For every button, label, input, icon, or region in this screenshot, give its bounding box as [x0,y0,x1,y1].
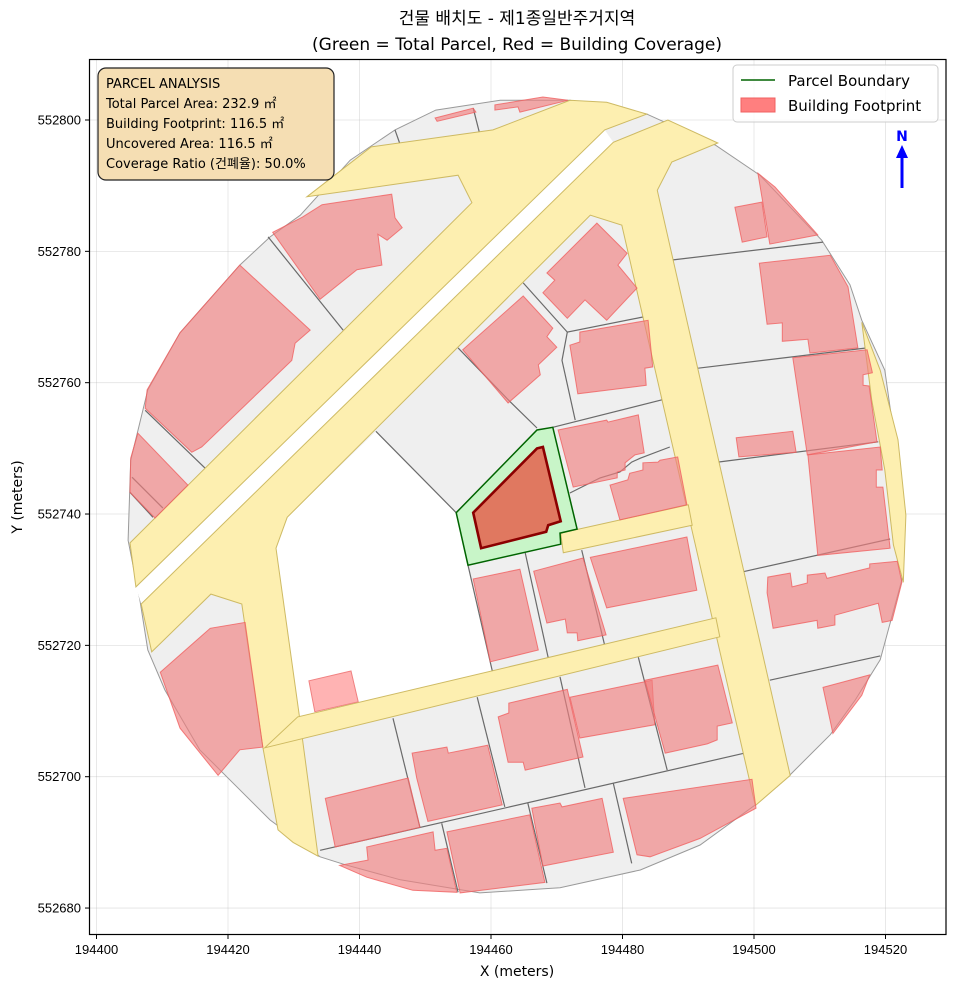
parcel-line [441,823,459,893]
parcel-analysis-box: PARCEL ANALYSIS Total Parcel Area: 232.9… [97,67,335,181]
parcel-line [476,697,506,808]
info-uncovered-area: Uncovered Area: 116.5 ㎡ [106,137,273,152]
x-axis-label: X (meters) [480,964,554,980]
empty-area [135,129,614,604]
y-tick-label: 552720 [38,638,81,653]
title-line-1: 건물 배치도 - 제1종일반주거지역 [399,9,635,29]
building-footprint [338,831,458,893]
building-footprint [271,193,403,301]
x-tick-label: 194400 [75,942,118,957]
parcel-line [524,552,549,658]
north-arrow-head-icon [896,145,908,158]
building-footprint [792,349,878,456]
title-line-2: (Green = Total Parcel, Red = Building Co… [312,35,722,55]
building-footprint [734,201,768,243]
x-tick-label: 194520 [864,942,907,957]
building-footprint [494,96,569,113]
building-footprint [622,778,757,858]
building-footprint [735,430,797,458]
building-footprint [757,171,819,245]
y-axis-ticks: 552680 552700 552720 552740 552760 552780 5528… [38,113,90,916]
info-building-footprint: Building Footprint: 116.5 ㎡ [106,117,284,132]
info-total-parcel-area: Total Parcel Area: 232.9 ㎡ [105,97,276,112]
building-footprint [542,222,638,322]
empty-area [276,431,493,719]
parcel-line [144,409,206,469]
north-label: N [896,129,908,145]
building-footprint [807,446,891,556]
building-footprint [644,664,733,754]
parcel-line [267,236,344,331]
building-footprint [533,557,607,642]
y-axis-label: Y (meters) [10,460,26,534]
building-footprint [569,679,656,739]
x-tick-label: 194460 [469,942,512,957]
y-tick-label: 552680 [38,901,81,916]
x-tick-label: 194420 [206,942,249,957]
building-footprint [822,674,871,735]
building-footprint [497,688,584,771]
y-tick-label: 552800 [38,113,81,128]
parcel-line [561,331,576,421]
x-tick-label: 194480 [601,942,644,957]
building-footprint [144,264,311,453]
building-footprint [462,295,558,404]
parcel-line [612,783,633,864]
info-heading: PARCEL ANALYSIS [106,77,220,92]
building-footprint [446,814,546,894]
parcel-line [552,399,663,428]
x-tick-label: 194500 [732,942,775,957]
map-area [127,96,907,894]
building-footprint [589,536,698,609]
building-footprint [324,777,421,848]
building-footprint [472,568,539,663]
building-footprint [569,319,654,395]
north-arrow: N [896,129,908,188]
building-footprint [758,254,859,354]
info-box-background [97,67,335,181]
parcel-line [673,241,824,261]
legend: Parcel Boundary Building Footprint [732,64,939,123]
building-footprint [411,744,503,822]
roads-layer [129,99,907,858]
x-tick-label: 194440 [338,942,381,957]
empty-area-layer [135,129,614,719]
y-tick-label: 552700 [38,769,81,784]
subject-building [471,445,563,550]
parcel-line [698,347,868,369]
parcel-line [769,655,881,681]
detached-structure [308,670,359,713]
building-footprint [766,560,903,629]
building-footprint [609,456,688,521]
legend-building-footprint-swatch [740,97,776,113]
road [263,617,721,749]
parcel-line [375,430,457,514]
building-footprint [159,621,264,777]
axes-frame [88,58,947,936]
legend-building-footprint-label: Building Footprint [788,97,921,115]
road [129,99,649,588]
buildings-layer [129,96,903,894]
building-footprint [434,107,477,122]
building-footprint [129,432,189,519]
y-tick-label: 552780 [38,244,81,259]
legend-parcel-boundary-label: Parcel Boundary [788,72,910,90]
parcel-line [527,802,548,884]
road [861,322,907,583]
info-coverage-ratio: Coverage Ratio (건폐율): 50.0% [106,157,306,172]
y-tick-label: 552740 [38,507,81,522]
y-tick-label: 552760 [38,375,81,390]
building-footprint [531,797,614,867]
legend-background [732,64,939,123]
building-footprint [557,414,645,488]
x-axis-ticks: 194400 194420 194440 194460 194480 194500 1945… [75,934,907,957]
subject-parcel-layer [455,426,579,567]
